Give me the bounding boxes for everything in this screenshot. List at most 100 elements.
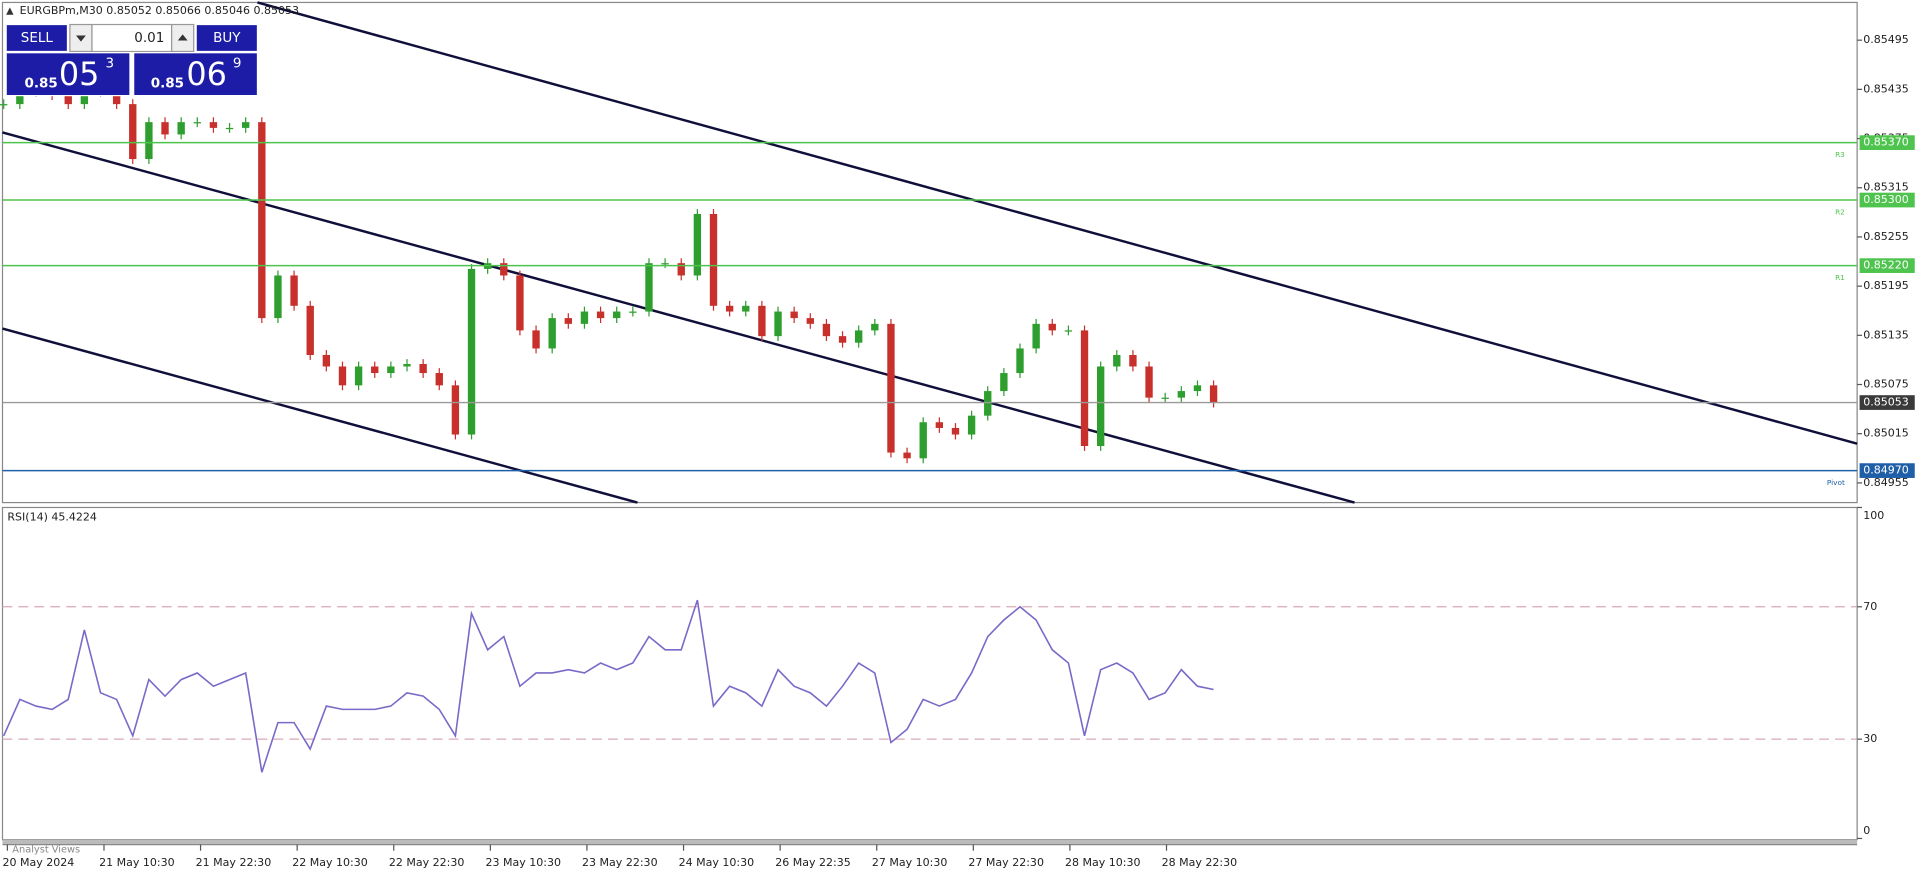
candle-body [919, 422, 927, 459]
buy-price-prefix: 0.85 [151, 75, 184, 91]
x-tick-label: 21 May 10:30 [99, 856, 175, 869]
level-name: Pivot [1827, 478, 1845, 487]
sell-button[interactable] [5, 23, 69, 53]
candle-body [742, 305, 750, 312]
candle-body [758, 305, 766, 337]
y-tick-label: 0.85315 [1863, 181, 1909, 194]
candle-body [725, 305, 734, 312]
sell-price-big: 05 [59, 55, 100, 93]
candle-body [806, 318, 814, 324]
level-tag [1859, 463, 1915, 478]
candle-body [1032, 323, 1040, 349]
candle-body [451, 385, 460, 435]
candle-body [500, 263, 508, 276]
y-tick-label: 0.85195 [1863, 279, 1909, 292]
level-name: R3 [1835, 150, 1845, 159]
sell-price-sup: 3 [105, 56, 114, 72]
candle-body [967, 415, 976, 435]
candle-body [354, 366, 363, 386]
rsi-line [2, 599, 1214, 773]
x-tick-label: 22 May 10:30 [292, 856, 368, 869]
level-name: R1 [1835, 273, 1845, 282]
candle-body [935, 422, 944, 428]
y-tick-label: 0 [1863, 824, 1870, 837]
candle-body [1096, 366, 1105, 447]
candle-body [951, 427, 960, 435]
x-tick-label: 22 May 22:30 [389, 856, 465, 869]
candle-body [629, 311, 637, 313]
candle-body [338, 366, 347, 386]
sell-price-box[interactable] [5, 52, 131, 97]
candle-body [193, 122, 201, 124]
candle-body [1161, 397, 1169, 399]
level-tag-label: 0.85370 [1863, 136, 1909, 149]
price-panel [1, 1, 1858, 504]
buy-price-sup: 9 [233, 56, 242, 72]
y-tick-label: 0.85255 [1863, 230, 1909, 243]
buy-price-big: 06 [186, 55, 227, 93]
candle-body [225, 127, 234, 130]
candle-body [790, 311, 798, 319]
candle-body [580, 311, 589, 324]
candle-body [661, 263, 669, 265]
y-tick-label: 0.85015 [1863, 427, 1909, 440]
candle-body [1080, 330, 1089, 447]
buy-price-box[interactable] [133, 52, 259, 97]
collapse-icon[interactable] [6, 7, 14, 15]
lot-down-icon [76, 35, 86, 42]
sell-price-prefix: 0.85 [25, 75, 58, 91]
y-tick-label: 70 [1863, 600, 1877, 613]
candle-body [838, 336, 847, 343]
symbol-info: EURGBPm,M30 0.85052 0.85066 0.85046 0.85… [20, 4, 299, 17]
candle-body [242, 122, 250, 128]
lot-up-icon [177, 34, 188, 41]
level-tag-label: 0.85220 [1863, 259, 1909, 272]
candle-body [306, 305, 314, 356]
candle-body [1209, 385, 1218, 403]
candle-body [322, 355, 331, 367]
candle-body [0, 104, 8, 106]
candle-body [516, 275, 524, 331]
candle-body [274, 275, 282, 319]
y-tick-label: 0.85495 [1863, 33, 1909, 46]
buy-label: BUY [213, 30, 241, 46]
candle-body [387, 366, 395, 374]
candle-body [161, 122, 169, 135]
candle-body [903, 452, 911, 459]
x-tick-label: 24 May 10:30 [679, 856, 755, 869]
y-tick-label: 0.84955 [1863, 476, 1909, 489]
candle-body [145, 122, 153, 160]
candle-body [209, 122, 218, 128]
candle-body [645, 263, 653, 312]
candle-body [1129, 355, 1137, 367]
candle-body [855, 330, 863, 343]
x-tick-label: 26 May 22:35 [775, 856, 851, 869]
candle-body [774, 311, 782, 337]
candle-body [371, 366, 379, 374]
candle-body [129, 104, 137, 160]
buy-button[interactable] [195, 23, 259, 53]
x-tick-label: 28 May 22:30 [1162, 856, 1238, 869]
candle-body [403, 364, 411, 367]
x-tick-label: 21 May 22:30 [196, 856, 272, 869]
rsi-title: RSI(14) 45.4224 [7, 510, 97, 523]
candle-body [177, 122, 185, 135]
candle-body [822, 323, 831, 337]
candle-body [1064, 330, 1073, 332]
candle-body [532, 330, 540, 349]
candle-body [564, 318, 572, 324]
candle-body [887, 323, 895, 453]
x-tick-label: 27 May 10:30 [872, 856, 948, 869]
x-tick-label: 23 May 10:30 [485, 856, 561, 869]
candle-body [16, 91, 24, 105]
analyst-tab[interactable]: Analyst Views [12, 844, 80, 855]
lot-value: 0.01 [134, 30, 164, 46]
level-tag [1859, 135, 1915, 151]
candle-body [64, 95, 72, 105]
candle-body [1016, 348, 1024, 374]
candle-body [693, 213, 702, 276]
candle-body [677, 263, 685, 276]
